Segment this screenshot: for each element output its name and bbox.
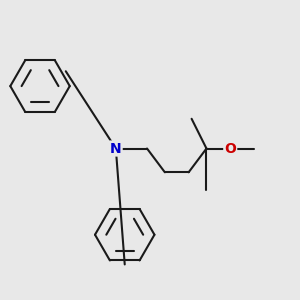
Text: O: O (224, 142, 236, 155)
Text: N: N (110, 142, 122, 155)
